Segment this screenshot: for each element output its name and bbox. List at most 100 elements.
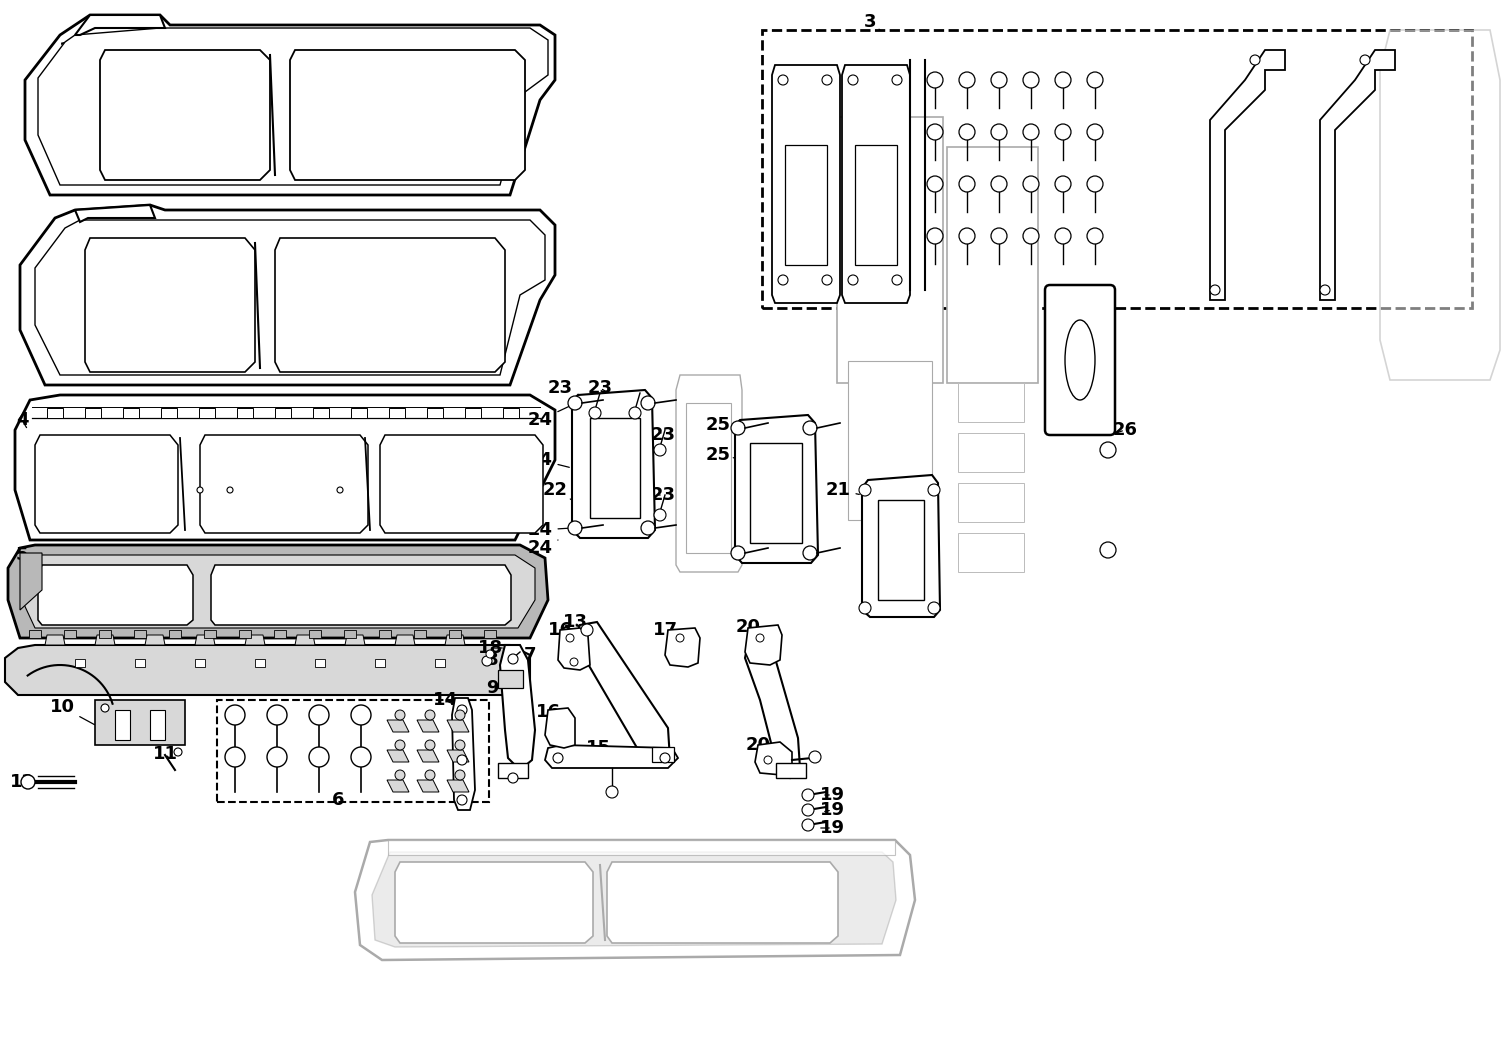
FancyBboxPatch shape xyxy=(274,630,286,638)
Circle shape xyxy=(508,773,519,783)
Polygon shape xyxy=(745,643,800,778)
Ellipse shape xyxy=(1066,320,1096,400)
Circle shape xyxy=(927,602,939,614)
Circle shape xyxy=(1055,176,1072,192)
FancyBboxPatch shape xyxy=(29,630,41,638)
Text: 24: 24 xyxy=(528,521,570,539)
FancyBboxPatch shape xyxy=(95,700,185,745)
Circle shape xyxy=(395,710,404,720)
Polygon shape xyxy=(416,750,439,762)
Text: 23: 23 xyxy=(588,379,613,397)
FancyBboxPatch shape xyxy=(685,403,730,553)
Polygon shape xyxy=(735,415,818,563)
Circle shape xyxy=(730,421,745,435)
FancyBboxPatch shape xyxy=(504,408,519,418)
Circle shape xyxy=(1360,55,1371,65)
FancyBboxPatch shape xyxy=(198,408,215,418)
Circle shape xyxy=(268,705,287,725)
FancyBboxPatch shape xyxy=(47,408,63,418)
Circle shape xyxy=(570,658,579,666)
FancyBboxPatch shape xyxy=(134,630,146,638)
Text: 4: 4 xyxy=(15,411,29,429)
Polygon shape xyxy=(35,220,546,374)
Circle shape xyxy=(1087,72,1103,88)
Polygon shape xyxy=(745,625,782,665)
FancyBboxPatch shape xyxy=(344,630,356,638)
Polygon shape xyxy=(1380,30,1500,380)
FancyBboxPatch shape xyxy=(195,659,204,667)
Polygon shape xyxy=(446,720,469,732)
FancyBboxPatch shape xyxy=(591,418,640,518)
Text: 1: 1 xyxy=(59,41,116,59)
Polygon shape xyxy=(144,635,165,645)
Polygon shape xyxy=(446,780,469,792)
Polygon shape xyxy=(773,65,840,303)
Circle shape xyxy=(779,275,788,285)
Circle shape xyxy=(455,740,464,750)
Polygon shape xyxy=(416,720,439,732)
Polygon shape xyxy=(676,374,742,572)
Text: 13: 13 xyxy=(562,613,588,631)
Circle shape xyxy=(822,275,833,285)
Circle shape xyxy=(959,124,975,140)
Circle shape xyxy=(640,521,655,535)
Circle shape xyxy=(1250,55,1260,65)
Text: 10: 10 xyxy=(50,698,95,725)
FancyBboxPatch shape xyxy=(204,630,216,638)
Polygon shape xyxy=(295,635,316,645)
Circle shape xyxy=(1024,72,1039,88)
Polygon shape xyxy=(842,65,909,303)
Circle shape xyxy=(809,751,821,763)
Polygon shape xyxy=(863,475,939,617)
FancyBboxPatch shape xyxy=(65,630,77,638)
Circle shape xyxy=(927,228,942,244)
FancyBboxPatch shape xyxy=(652,747,673,762)
Circle shape xyxy=(1055,72,1072,88)
Polygon shape xyxy=(380,435,543,533)
FancyBboxPatch shape xyxy=(150,710,165,740)
Circle shape xyxy=(822,74,833,85)
Text: 9: 9 xyxy=(485,679,499,697)
Circle shape xyxy=(779,74,788,85)
Text: 24: 24 xyxy=(528,406,570,429)
Polygon shape xyxy=(452,698,475,810)
Text: 16: 16 xyxy=(547,621,573,639)
Circle shape xyxy=(425,710,434,720)
Circle shape xyxy=(990,124,1007,140)
Circle shape xyxy=(225,747,245,767)
FancyBboxPatch shape xyxy=(497,763,528,778)
Circle shape xyxy=(891,275,902,285)
FancyBboxPatch shape xyxy=(275,408,292,418)
Polygon shape xyxy=(195,635,215,645)
Circle shape xyxy=(927,72,942,88)
FancyBboxPatch shape xyxy=(237,408,253,418)
Polygon shape xyxy=(558,628,591,670)
Circle shape xyxy=(990,72,1007,88)
Polygon shape xyxy=(573,390,655,538)
FancyBboxPatch shape xyxy=(379,630,391,638)
Text: 5: 5 xyxy=(15,545,29,564)
Polygon shape xyxy=(245,635,265,645)
FancyBboxPatch shape xyxy=(449,630,461,638)
Circle shape xyxy=(568,521,582,535)
Circle shape xyxy=(395,770,404,780)
Circle shape xyxy=(455,710,464,720)
Circle shape xyxy=(803,545,818,560)
FancyBboxPatch shape xyxy=(848,361,932,520)
Circle shape xyxy=(457,795,467,805)
Polygon shape xyxy=(200,435,368,533)
Circle shape xyxy=(568,397,582,410)
Text: 11: 11 xyxy=(152,745,177,763)
Polygon shape xyxy=(1210,50,1285,300)
Polygon shape xyxy=(26,15,555,195)
FancyBboxPatch shape xyxy=(352,408,367,418)
Circle shape xyxy=(1087,176,1103,192)
Polygon shape xyxy=(20,553,42,611)
Circle shape xyxy=(959,176,975,192)
Polygon shape xyxy=(20,205,555,385)
Circle shape xyxy=(1024,176,1039,192)
Polygon shape xyxy=(5,645,531,695)
Circle shape xyxy=(1087,124,1103,140)
Polygon shape xyxy=(38,28,549,185)
FancyBboxPatch shape xyxy=(484,630,496,638)
